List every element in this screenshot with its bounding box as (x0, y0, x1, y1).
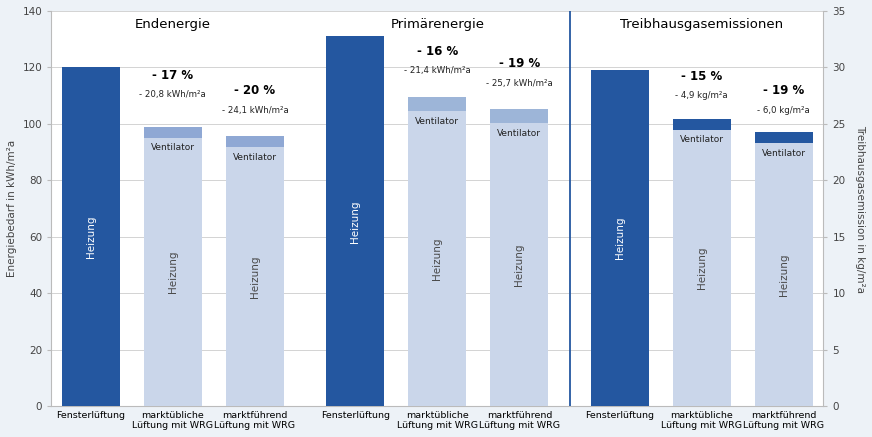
Bar (326, 36, 384, 406)
Text: - 16 %: - 16 % (417, 45, 458, 58)
Bar (408, 97, 467, 406)
Bar (755, 132, 813, 143)
Text: Heizung: Heizung (433, 237, 442, 280)
Bar (408, 97, 467, 111)
Text: Ventilator: Ventilator (680, 135, 724, 144)
Text: - 6,0 kg/m²a: - 6,0 kg/m²a (758, 106, 810, 114)
Text: Ventilator: Ventilator (151, 143, 194, 152)
Text: Heizung: Heizung (514, 243, 524, 286)
Text: Heizung: Heizung (697, 247, 706, 289)
Text: Heizung: Heizung (85, 216, 96, 258)
Bar (591, 70, 649, 406)
Text: Primärenergie: Primärenergie (391, 18, 484, 31)
Text: Heizung: Heizung (779, 253, 789, 296)
Bar (490, 109, 548, 123)
Y-axis label: Treibhausgasemission in kg/m²a: Treibhausgasemission in kg/m²a (855, 125, 865, 293)
Bar (490, 109, 548, 406)
Text: Ventilator: Ventilator (762, 149, 806, 158)
Bar (226, 135, 283, 406)
Text: - 15 %: - 15 % (681, 70, 722, 83)
Text: Heizung: Heizung (351, 200, 360, 243)
Text: Heizung: Heizung (168, 251, 178, 293)
Text: Ventilator: Ventilator (497, 129, 542, 138)
Bar (144, 127, 201, 138)
Text: - 24,1 kWh/m²a: - 24,1 kWh/m²a (221, 106, 289, 114)
Text: - 21,4 kWh/m²a: - 21,4 kWh/m²a (404, 66, 471, 75)
Text: Heizung: Heizung (615, 217, 624, 259)
Text: Endenergie: Endenergie (135, 18, 211, 31)
Text: - 17 %: - 17 % (153, 69, 194, 82)
Bar (673, 119, 731, 130)
Text: - 25,7 kWh/m²a: - 25,7 kWh/m²a (486, 79, 553, 88)
Text: - 4,9 kg/m²a: - 4,9 kg/m²a (676, 91, 728, 101)
Text: - 19 %: - 19 % (763, 84, 805, 97)
Text: Ventilator: Ventilator (233, 153, 277, 162)
Text: Treibhausgasemissionen: Treibhausgasemissionen (620, 18, 783, 31)
Bar (226, 135, 283, 147)
Bar (673, 119, 731, 406)
Text: - 20,8 kWh/m²a: - 20,8 kWh/m²a (140, 90, 207, 99)
Y-axis label: Energiebedarf in kWh/m²a: Energiebedarf in kWh/m²a (7, 140, 17, 277)
Text: - 19 %: - 19 % (499, 57, 540, 70)
Text: Ventilator: Ventilator (415, 117, 460, 125)
Bar (62, 67, 119, 406)
Bar (755, 132, 813, 406)
Text: - 20 %: - 20 % (235, 84, 276, 97)
Bar (144, 127, 201, 406)
Text: Heizung: Heizung (250, 256, 260, 298)
